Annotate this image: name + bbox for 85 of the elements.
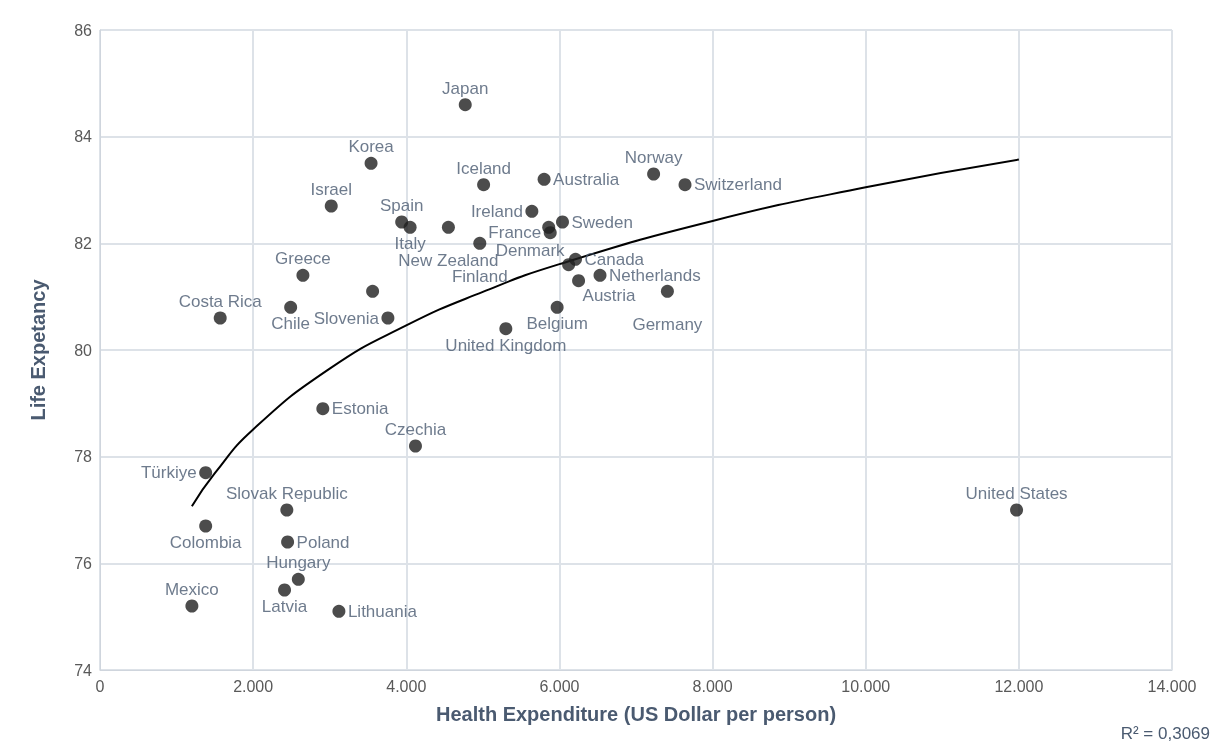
- point: [543, 226, 557, 240]
- annotation: Chile: [271, 314, 311, 334]
- point: [403, 220, 417, 234]
- y-tick-label: 74: [74, 661, 93, 679]
- annotation: Costa Rica: [178, 292, 263, 311]
- annotation: Türkiye: [140, 463, 197, 483]
- y-tick-label: 76: [74, 554, 93, 572]
- annotation: United Kingdom: [445, 335, 567, 355]
- point: [499, 322, 513, 336]
- y-tick-label: 78: [74, 448, 93, 466]
- annotation: Germany: [632, 315, 703, 335]
- x-tick-label: 10.000: [841, 677, 891, 695]
- point: [593, 268, 607, 282]
- point: [1010, 503, 1024, 517]
- y-tick-label: 80: [74, 341, 93, 359]
- annotation: Italy: [394, 234, 427, 254]
- annotation: Switzerland: [694, 175, 782, 195]
- point: [537, 172, 551, 186]
- point: [660, 284, 674, 298]
- annotation: Norway: [624, 148, 683, 167]
- annotation: Latvia: [261, 597, 308, 616]
- y-tick-label: 82: [74, 234, 93, 252]
- point: [556, 215, 569, 229]
- annotation: Korea: [348, 137, 395, 157]
- point: [366, 284, 380, 298]
- annotation: Lithuania: [347, 601, 418, 621]
- annotation: Hungary: [266, 553, 331, 573]
- point: [473, 236, 487, 250]
- point: [291, 572, 305, 586]
- point: [458, 98, 472, 112]
- x-tick-label: 0: [95, 677, 105, 695]
- x-tick-label: 4.000: [386, 677, 427, 695]
- point: [324, 199, 338, 213]
- point: [441, 220, 455, 234]
- annotation: Belgium: [526, 314, 588, 334]
- point: [562, 258, 576, 272]
- point: [550, 300, 564, 314]
- point: [678, 178, 692, 192]
- x-tick-label: 6.000: [539, 677, 580, 695]
- point: [280, 503, 294, 517]
- annotation: Mexico: [164, 580, 219, 599]
- point: [281, 535, 295, 549]
- annotation: Spain: [379, 196, 424, 215]
- annotation: Colombia: [169, 533, 243, 552]
- point: [364, 156, 378, 170]
- point: [332, 604, 346, 618]
- point: [647, 167, 661, 181]
- annotation: Sweden: [571, 212, 633, 232]
- x-tick-label: 2.000: [233, 677, 274, 695]
- annotation: Ireland: [470, 201, 523, 221]
- annotation: Poland: [296, 532, 350, 552]
- point: [296, 268, 310, 282]
- annotation: France: [488, 223, 542, 243]
- point: [572, 274, 586, 288]
- annotation: United States: [965, 484, 1068, 503]
- x-tick-label: 12.000: [994, 677, 1044, 695]
- point: [408, 439, 422, 453]
- annotation: Israel: [310, 180, 353, 199]
- annotation: Greece: [275, 249, 331, 269]
- annotation: Finland: [451, 267, 508, 287]
- x-axis-title: Health Expenditure (US Dollar per person): [435, 703, 837, 725]
- annotation: Czechia: [384, 420, 447, 439]
- point: [477, 178, 491, 192]
- annotation: Australia: [553, 169, 620, 189]
- x-tick-label: 14.000: [1147, 677, 1197, 695]
- point: [284, 300, 298, 314]
- point: [199, 466, 213, 480]
- text: R² = 0,3069: [1120, 724, 1210, 743]
- annotation: Iceland: [456, 158, 512, 178]
- annotation: Estonia: [331, 399, 390, 419]
- annotation: Japan: [442, 78, 489, 98]
- point: [316, 402, 330, 416]
- point: [381, 311, 395, 325]
- annotation: Austria: [582, 285, 637, 305]
- point: [525, 204, 539, 218]
- x-tick-label: 8.000: [692, 677, 733, 695]
- annotation: Slovak Republic: [225, 484, 349, 503]
- y-tick-label: 84: [74, 128, 93, 146]
- y-tick-label: 86: [74, 21, 93, 39]
- point: [199, 519, 213, 533]
- y-axis-title: Life Expetancy: [27, 278, 49, 421]
- point: [213, 311, 227, 325]
- annotation: Slovenia: [313, 308, 380, 328]
- point: [185, 599, 199, 613]
- point: [278, 583, 292, 597]
